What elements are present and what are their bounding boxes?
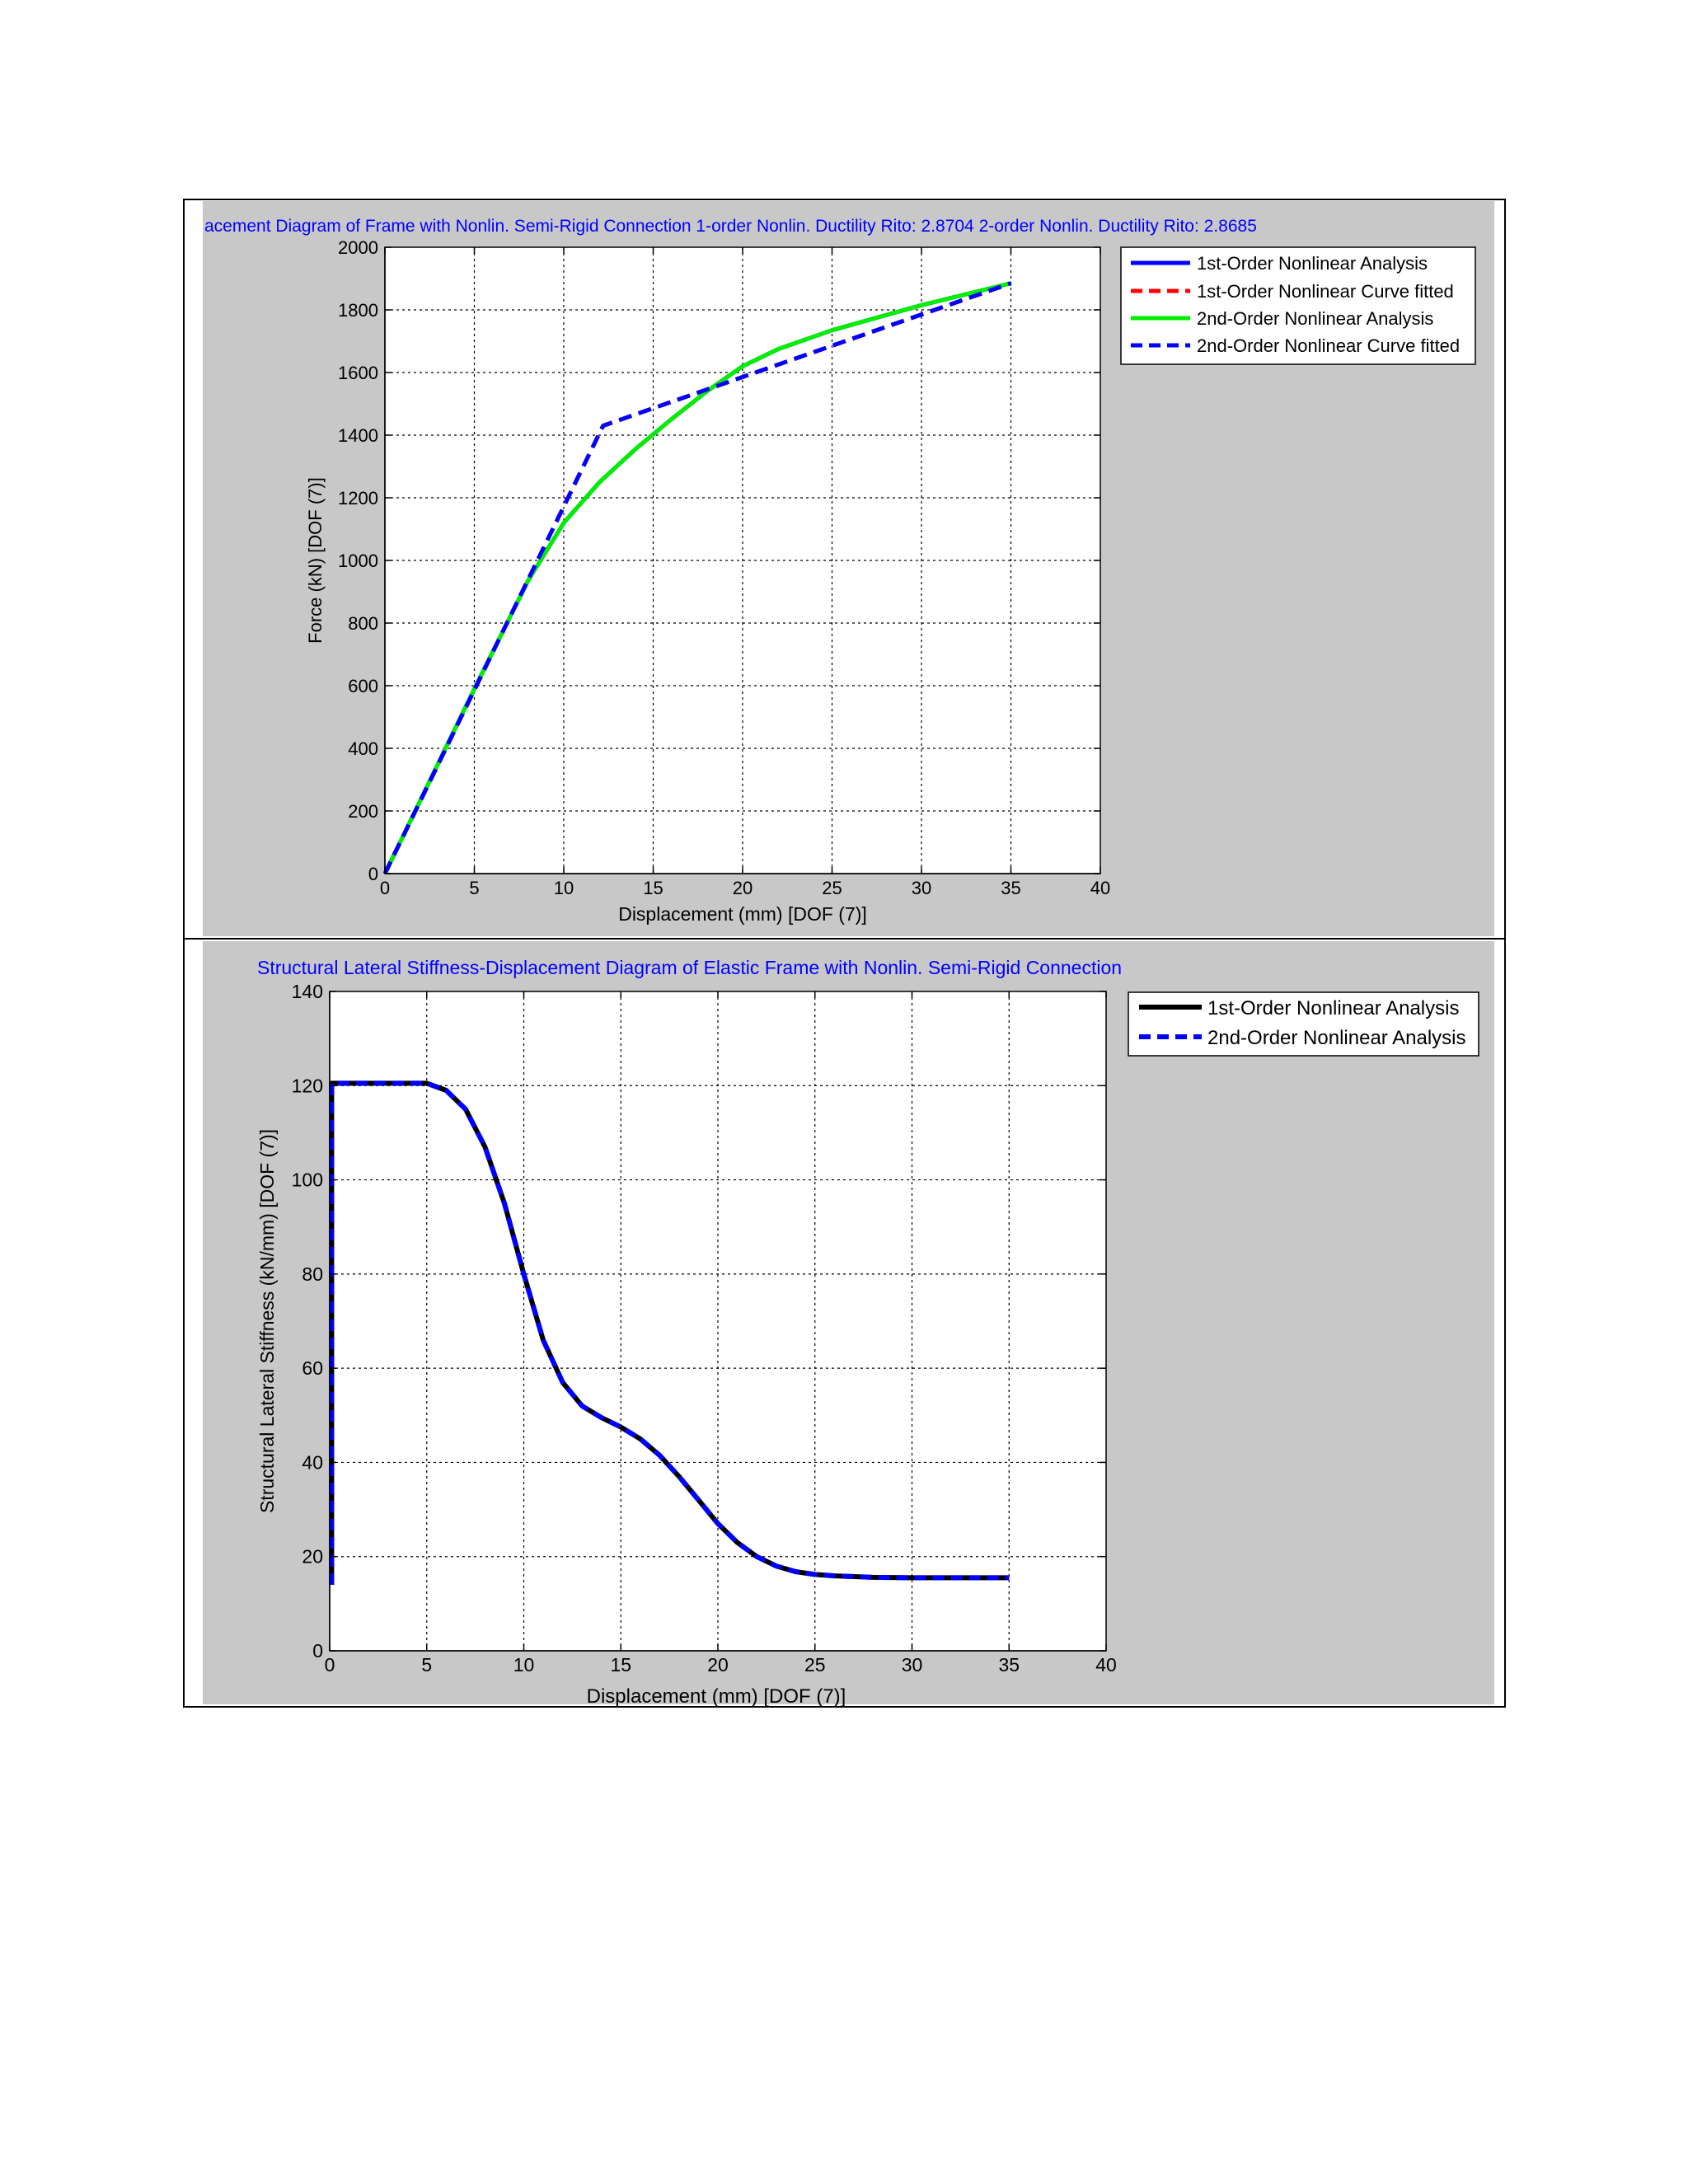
legend-box	[1120, 246, 1476, 365]
y-tick-label: 1800	[338, 300, 378, 321]
legend: 1st-Order Nonlinear Analysis 2nd-Order N…	[1128, 991, 1479, 1057]
series-layer	[382, 281, 1012, 875]
x-tick-label: 20	[707, 1654, 729, 1675]
y-tick-label: 200	[348, 801, 378, 822]
y-tick-label: 1000	[338, 551, 378, 571]
y-tick-label: 0	[312, 1640, 323, 1661]
y-tick-label: 600	[348, 676, 378, 696]
chart-force-displacement: 0 5 10 15 20 25 30 35 40020040060080010001200140…	[204, 217, 1476, 925]
grid	[330, 991, 1106, 1651]
y-tick-label: 1600	[338, 363, 378, 383]
legend: 1st-Order Nonlinear Analysis 1st-Order N…	[1120, 246, 1476, 365]
x-tick-label: 35	[998, 1654, 1020, 1675]
y-tick-label: 0	[368, 864, 378, 884]
legend-label-2nd-order-analysis: 2nd-Order Nonlinear Analysis	[1207, 1027, 1466, 1049]
series-layer	[329, 1080, 1010, 1585]
x-tick-label: 40	[1090, 878, 1110, 898]
y-tick-label: 60	[302, 1357, 323, 1379]
x-tick-label: 30	[902, 1654, 923, 1675]
y-tick-label: 40	[302, 1451, 323, 1473]
series-line-2nd-order-nonlinear-curve-fitted	[382, 281, 1012, 875]
x-tick-label: 10	[554, 878, 574, 898]
x-axis-label: Displacement (mm) [DOF (7)]	[618, 903, 867, 925]
x-tick-label: 10	[513, 1654, 535, 1675]
y-tick-label: 120	[292, 1075, 323, 1096]
x-tick-label: 20	[733, 878, 753, 898]
legend-label-2nd-order-fitted: 2nd-Order Nonlinear Curve fitted	[1197, 335, 1460, 356]
ticks: 0 5 10 15 20 25 30 35 40020040060080010001200140…	[338, 237, 1110, 898]
y-tick-label: 400	[348, 738, 378, 759]
x-tick-label: 25	[822, 878, 842, 898]
x-tick-label: 30	[912, 878, 931, 898]
x-tick-label: 0	[380, 878, 390, 898]
series-line-2nd-order-nonlinear-analysis	[329, 1080, 1010, 1585]
y-tick-label: 2000	[338, 237, 378, 258]
y-axis-label: Structural Lateral Stiffness (kN/mm) [DO…	[256, 1129, 278, 1513]
x-tick-label: 0	[325, 1654, 335, 1675]
series-line-2nd-order-nonlinear-analysis	[382, 281, 1012, 875]
x-tick-label: 25	[804, 1654, 826, 1675]
legend-label-2nd-order-analysis: 2nd-Order Nonlinear Analysis	[1197, 308, 1433, 329]
y-tick-label: 100	[292, 1169, 323, 1191]
x-tick-label: 5	[469, 878, 479, 898]
x-tick-label: 15	[610, 1654, 631, 1675]
grid	[385, 247, 1100, 874]
chart-title: acement Diagram of Frame with Nonlin. Se…	[204, 217, 1257, 236]
legend-box	[1128, 991, 1479, 1057]
y-tick-label: 1400	[338, 425, 378, 446]
x-tick-label: 40	[1095, 1654, 1117, 1675]
chart-title: Structural Lateral Stiffness-Displacemen…	[257, 957, 1122, 978]
x-tick-label: 15	[643, 878, 663, 898]
ticks: 0 5 10 15 20 25 30 35 40 0 20 40 60 80 100 120 140	[292, 981, 1117, 1675]
y-tick-label: 20	[302, 1546, 323, 1568]
chart-stiffness-displacement: 0 5 10 15 20 25 30 35 40 0 20 40 60 80 100 120 140 Struc…	[256, 957, 1479, 1708]
y-axis-label: Force (kN) [DOF (7)]	[305, 477, 326, 644]
y-tick-label: 800	[348, 613, 378, 634]
x-tick-label: 5	[421, 1654, 432, 1675]
x-axis-label: Displacement (mm) [DOF (7)]	[587, 1685, 846, 1708]
legend-label-1st-order-analysis: 1st-Order Nonlinear Analysis	[1207, 997, 1459, 1019]
y-tick-label: 140	[292, 981, 323, 1002]
legend-label-1st-order-fitted: 1st-Order Nonlinear Curve fitted	[1197, 281, 1454, 302]
y-tick-label: 1200	[338, 488, 378, 509]
y-tick-label: 80	[302, 1263, 323, 1285]
x-tick-label: 35	[1001, 878, 1020, 898]
legend-label-1st-order-analysis: 1st-Order Nonlinear Analysis	[1197, 253, 1428, 274]
